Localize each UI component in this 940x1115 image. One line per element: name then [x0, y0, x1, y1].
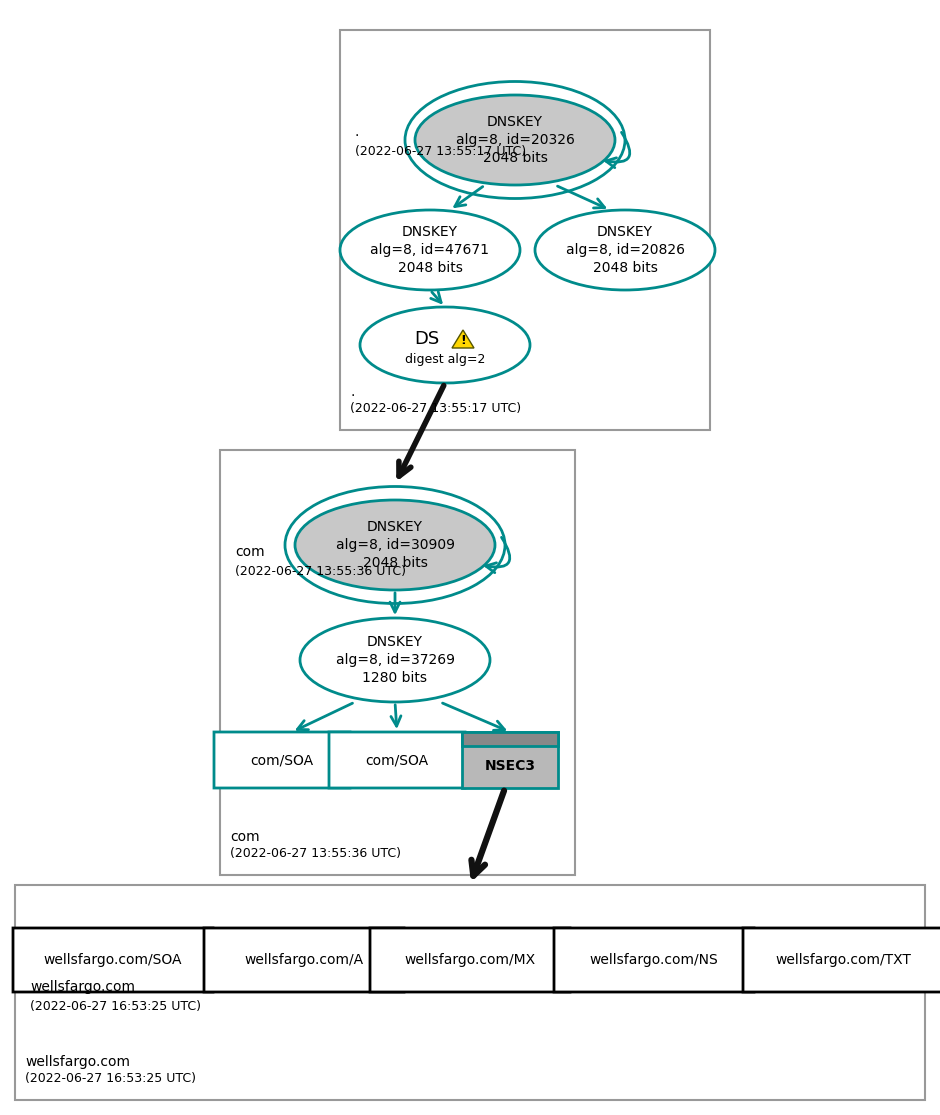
Text: wellsfargo.com: wellsfargo.com [30, 980, 135, 993]
Text: wellsfargo.com/TXT: wellsfargo.com/TXT [776, 953, 911, 967]
Text: (2022-06-27 13:55:36 UTC): (2022-06-27 13:55:36 UTC) [235, 565, 406, 578]
Text: wellsfargo.com: wellsfargo.com [25, 1055, 130, 1069]
Text: wellsfargo.com/SOA: wellsfargo.com/SOA [44, 953, 182, 967]
Text: digest alg=2: digest alg=2 [405, 352, 485, 366]
Ellipse shape [360, 307, 530, 382]
Text: DNSKEY
alg=8, id=20326
2048 bits: DNSKEY alg=8, id=20326 2048 bits [456, 115, 574, 165]
Text: (2022-06-27 16:53:25 UTC): (2022-06-27 16:53:25 UTC) [25, 1072, 196, 1085]
FancyBboxPatch shape [743, 928, 940, 992]
Polygon shape [452, 330, 474, 348]
Ellipse shape [415, 95, 615, 185]
FancyBboxPatch shape [15, 885, 925, 1101]
Text: DS: DS [415, 330, 440, 348]
Text: wellsfargo.com/A: wellsfargo.com/A [244, 953, 364, 967]
FancyBboxPatch shape [554, 928, 754, 992]
Ellipse shape [535, 210, 715, 290]
Text: com: com [230, 830, 259, 844]
Ellipse shape [295, 500, 495, 590]
Ellipse shape [300, 618, 490, 702]
FancyBboxPatch shape [214, 733, 350, 788]
Text: (2022-06-27 13:55:17 UTC): (2022-06-27 13:55:17 UTC) [350, 403, 521, 415]
FancyBboxPatch shape [220, 450, 575, 875]
FancyArrowPatch shape [605, 133, 630, 167]
Text: com: com [235, 545, 265, 559]
Text: .: . [355, 125, 359, 139]
Text: DNSKEY
alg=8, id=30909
2048 bits: DNSKEY alg=8, id=30909 2048 bits [336, 520, 455, 571]
FancyBboxPatch shape [204, 928, 404, 992]
Text: (2022-06-27 13:55:36 UTC): (2022-06-27 13:55:36 UTC) [230, 847, 401, 860]
Text: DNSKEY
alg=8, id=37269
1280 bits: DNSKEY alg=8, id=37269 1280 bits [336, 634, 455, 686]
Ellipse shape [340, 210, 520, 290]
Text: DNSKEY
alg=8, id=47671
2048 bits: DNSKEY alg=8, id=47671 2048 bits [370, 224, 490, 275]
Text: NSEC3: NSEC3 [484, 759, 536, 773]
FancyBboxPatch shape [370, 928, 570, 992]
Text: .: . [350, 385, 354, 399]
Text: (2022-06-27 16:53:25 UTC): (2022-06-27 16:53:25 UTC) [30, 1000, 201, 1014]
Text: !: ! [460, 334, 466, 348]
Text: com/SOA: com/SOA [366, 753, 429, 767]
Text: (2022-06-27 13:55:17 UTC): (2022-06-27 13:55:17 UTC) [355, 145, 526, 158]
FancyBboxPatch shape [340, 30, 710, 430]
Text: wellsfargo.com/NS: wellsfargo.com/NS [589, 953, 718, 967]
Text: com/SOA: com/SOA [250, 753, 314, 767]
Text: DNSKEY
alg=8, id=20826
2048 bits: DNSKEY alg=8, id=20826 2048 bits [566, 224, 684, 275]
FancyArrowPatch shape [486, 537, 509, 573]
FancyBboxPatch shape [329, 733, 465, 788]
FancyBboxPatch shape [462, 733, 558, 746]
FancyBboxPatch shape [13, 928, 213, 992]
FancyBboxPatch shape [462, 733, 558, 788]
Text: wellsfargo.com/MX: wellsfargo.com/MX [404, 953, 536, 967]
